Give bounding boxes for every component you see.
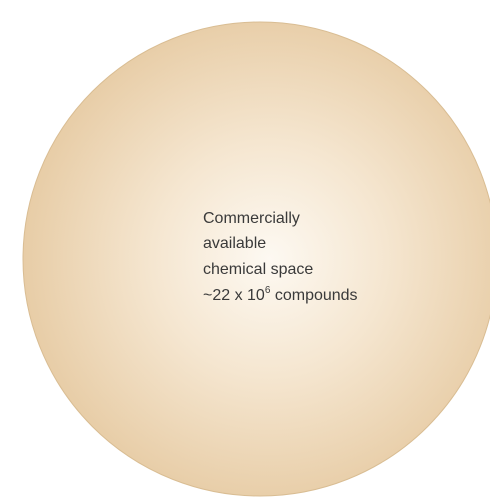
- chemical-space-circle: [22, 21, 490, 497]
- label-line: available: [203, 235, 266, 252]
- count-exponent: 6: [265, 285, 271, 296]
- label-line: chemical space: [203, 261, 313, 278]
- label-line: Commercially: [203, 210, 300, 227]
- count-suffix: compounds: [270, 287, 357, 304]
- count-line: ~22 x 106 compounds: [203, 285, 358, 304]
- count-prefix: ~22 x 10: [203, 287, 265, 304]
